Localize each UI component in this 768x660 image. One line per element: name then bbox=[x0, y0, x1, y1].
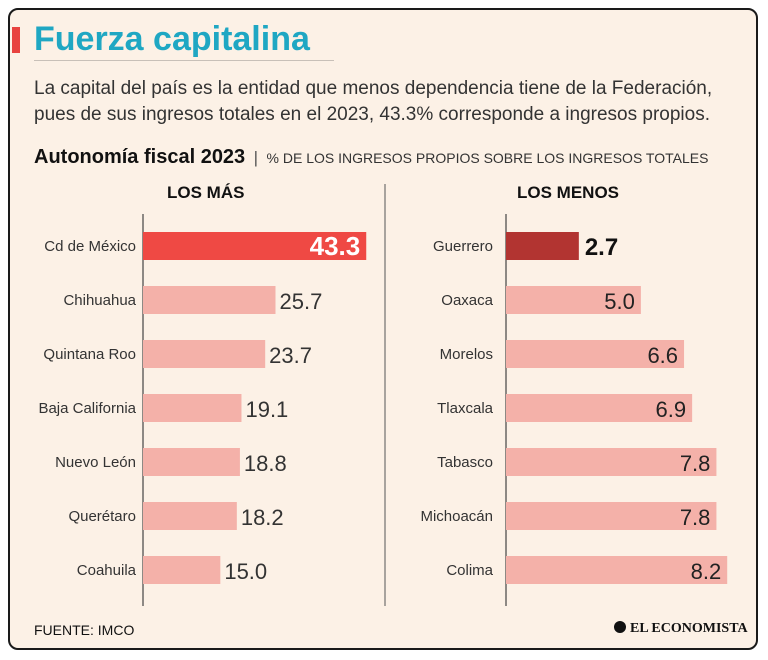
right-bars-group: Guerrero 2.7 Oaxaca 5.0 Morelos 6.6 Tlaxcala 6.… bbox=[420, 232, 728, 584]
source-note: FUENTE: IMCO bbox=[34, 622, 135, 638]
right-bar bbox=[506, 502, 717, 530]
right-bar bbox=[506, 340, 685, 368]
panel-label-los-mas: LOS MÁS bbox=[167, 183, 245, 202]
right-bar bbox=[506, 232, 579, 260]
right-bar bbox=[506, 556, 728, 584]
left-value-label: 25.7 bbox=[279, 289, 322, 314]
chart-title-separator: | bbox=[253, 148, 259, 167]
left-bar bbox=[143, 232, 367, 260]
left-value-label: 23.7 bbox=[269, 343, 312, 368]
left-category-label: Chihuahua bbox=[63, 292, 136, 309]
brand-logo: EL ECONOMISTA bbox=[614, 621, 748, 637]
right-category-label: Tlaxcala bbox=[437, 400, 494, 417]
left-bar bbox=[143, 502, 237, 530]
panel-label-los-menos: LOS MENOS bbox=[517, 183, 620, 202]
right-bar bbox=[506, 394, 693, 422]
right-category-label: Tabasco bbox=[437, 454, 493, 471]
right-category-label: Michoacán bbox=[420, 508, 493, 525]
right-bar bbox=[506, 286, 641, 314]
left-category-label: Cd de México bbox=[44, 238, 136, 255]
brand-logo-icon bbox=[614, 621, 626, 633]
left-category-label: Baja California bbox=[38, 400, 136, 417]
left-bar bbox=[143, 556, 221, 584]
right-value-label: 6.6 bbox=[647, 343, 678, 368]
right-value-label: 6.9 bbox=[656, 397, 687, 422]
right-category-label: Morelos bbox=[440, 346, 493, 363]
left-value-label: 43.3 bbox=[310, 231, 361, 261]
right-value-label: 2.7 bbox=[585, 234, 618, 261]
left-bar bbox=[143, 448, 240, 476]
chart-heading: Autonomía fiscal 2023 | % DE LOS INGRESO… bbox=[34, 146, 708, 169]
page-subtitle: La capital del país es la entidad que me… bbox=[34, 78, 713, 125]
left-bar bbox=[143, 340, 266, 368]
right-category-label: Guerrero bbox=[433, 238, 493, 255]
right-value-label: 5.0 bbox=[604, 289, 635, 314]
left-value-label: 18.2 bbox=[241, 505, 284, 530]
infographic-frame bbox=[8, 8, 758, 650]
title-underline bbox=[34, 60, 334, 61]
left-bar bbox=[143, 394, 242, 422]
left-category-label: Coahuila bbox=[77, 562, 137, 579]
left-category-label: Quintana Roo bbox=[43, 346, 136, 363]
right-category-label: Colima bbox=[446, 562, 493, 579]
left-value-label: 18.8 bbox=[244, 451, 287, 476]
right-bar bbox=[506, 448, 717, 476]
left-bar bbox=[143, 286, 276, 314]
right-value-label: 7.8 bbox=[680, 505, 711, 530]
title-accent-bar bbox=[12, 27, 20, 53]
page-title: Fuerza capitalina bbox=[34, 20, 310, 58]
chart-subtitle: % DE LOS INGRESOS PROPIOS SOBRE LOS INGR… bbox=[266, 150, 709, 166]
chart-title: Autonomía fiscal 2023 bbox=[34, 146, 246, 168]
left-category-label: Querétaro bbox=[68, 508, 136, 525]
right-value-label: 7.8 bbox=[680, 451, 711, 476]
left-value-label: 15.0 bbox=[224, 559, 267, 584]
right-value-label: 8.2 bbox=[691, 559, 722, 584]
brand-name: EL ECONOMISTA bbox=[630, 621, 748, 636]
left-category-label: Nuevo León bbox=[55, 454, 136, 471]
right-category-label: Oaxaca bbox=[441, 292, 493, 309]
left-value-label: 19.1 bbox=[245, 397, 288, 422]
left-bars-group: Cd de México 43.3 Chihuahua 25.7 Quintana Ro… bbox=[38, 231, 367, 584]
